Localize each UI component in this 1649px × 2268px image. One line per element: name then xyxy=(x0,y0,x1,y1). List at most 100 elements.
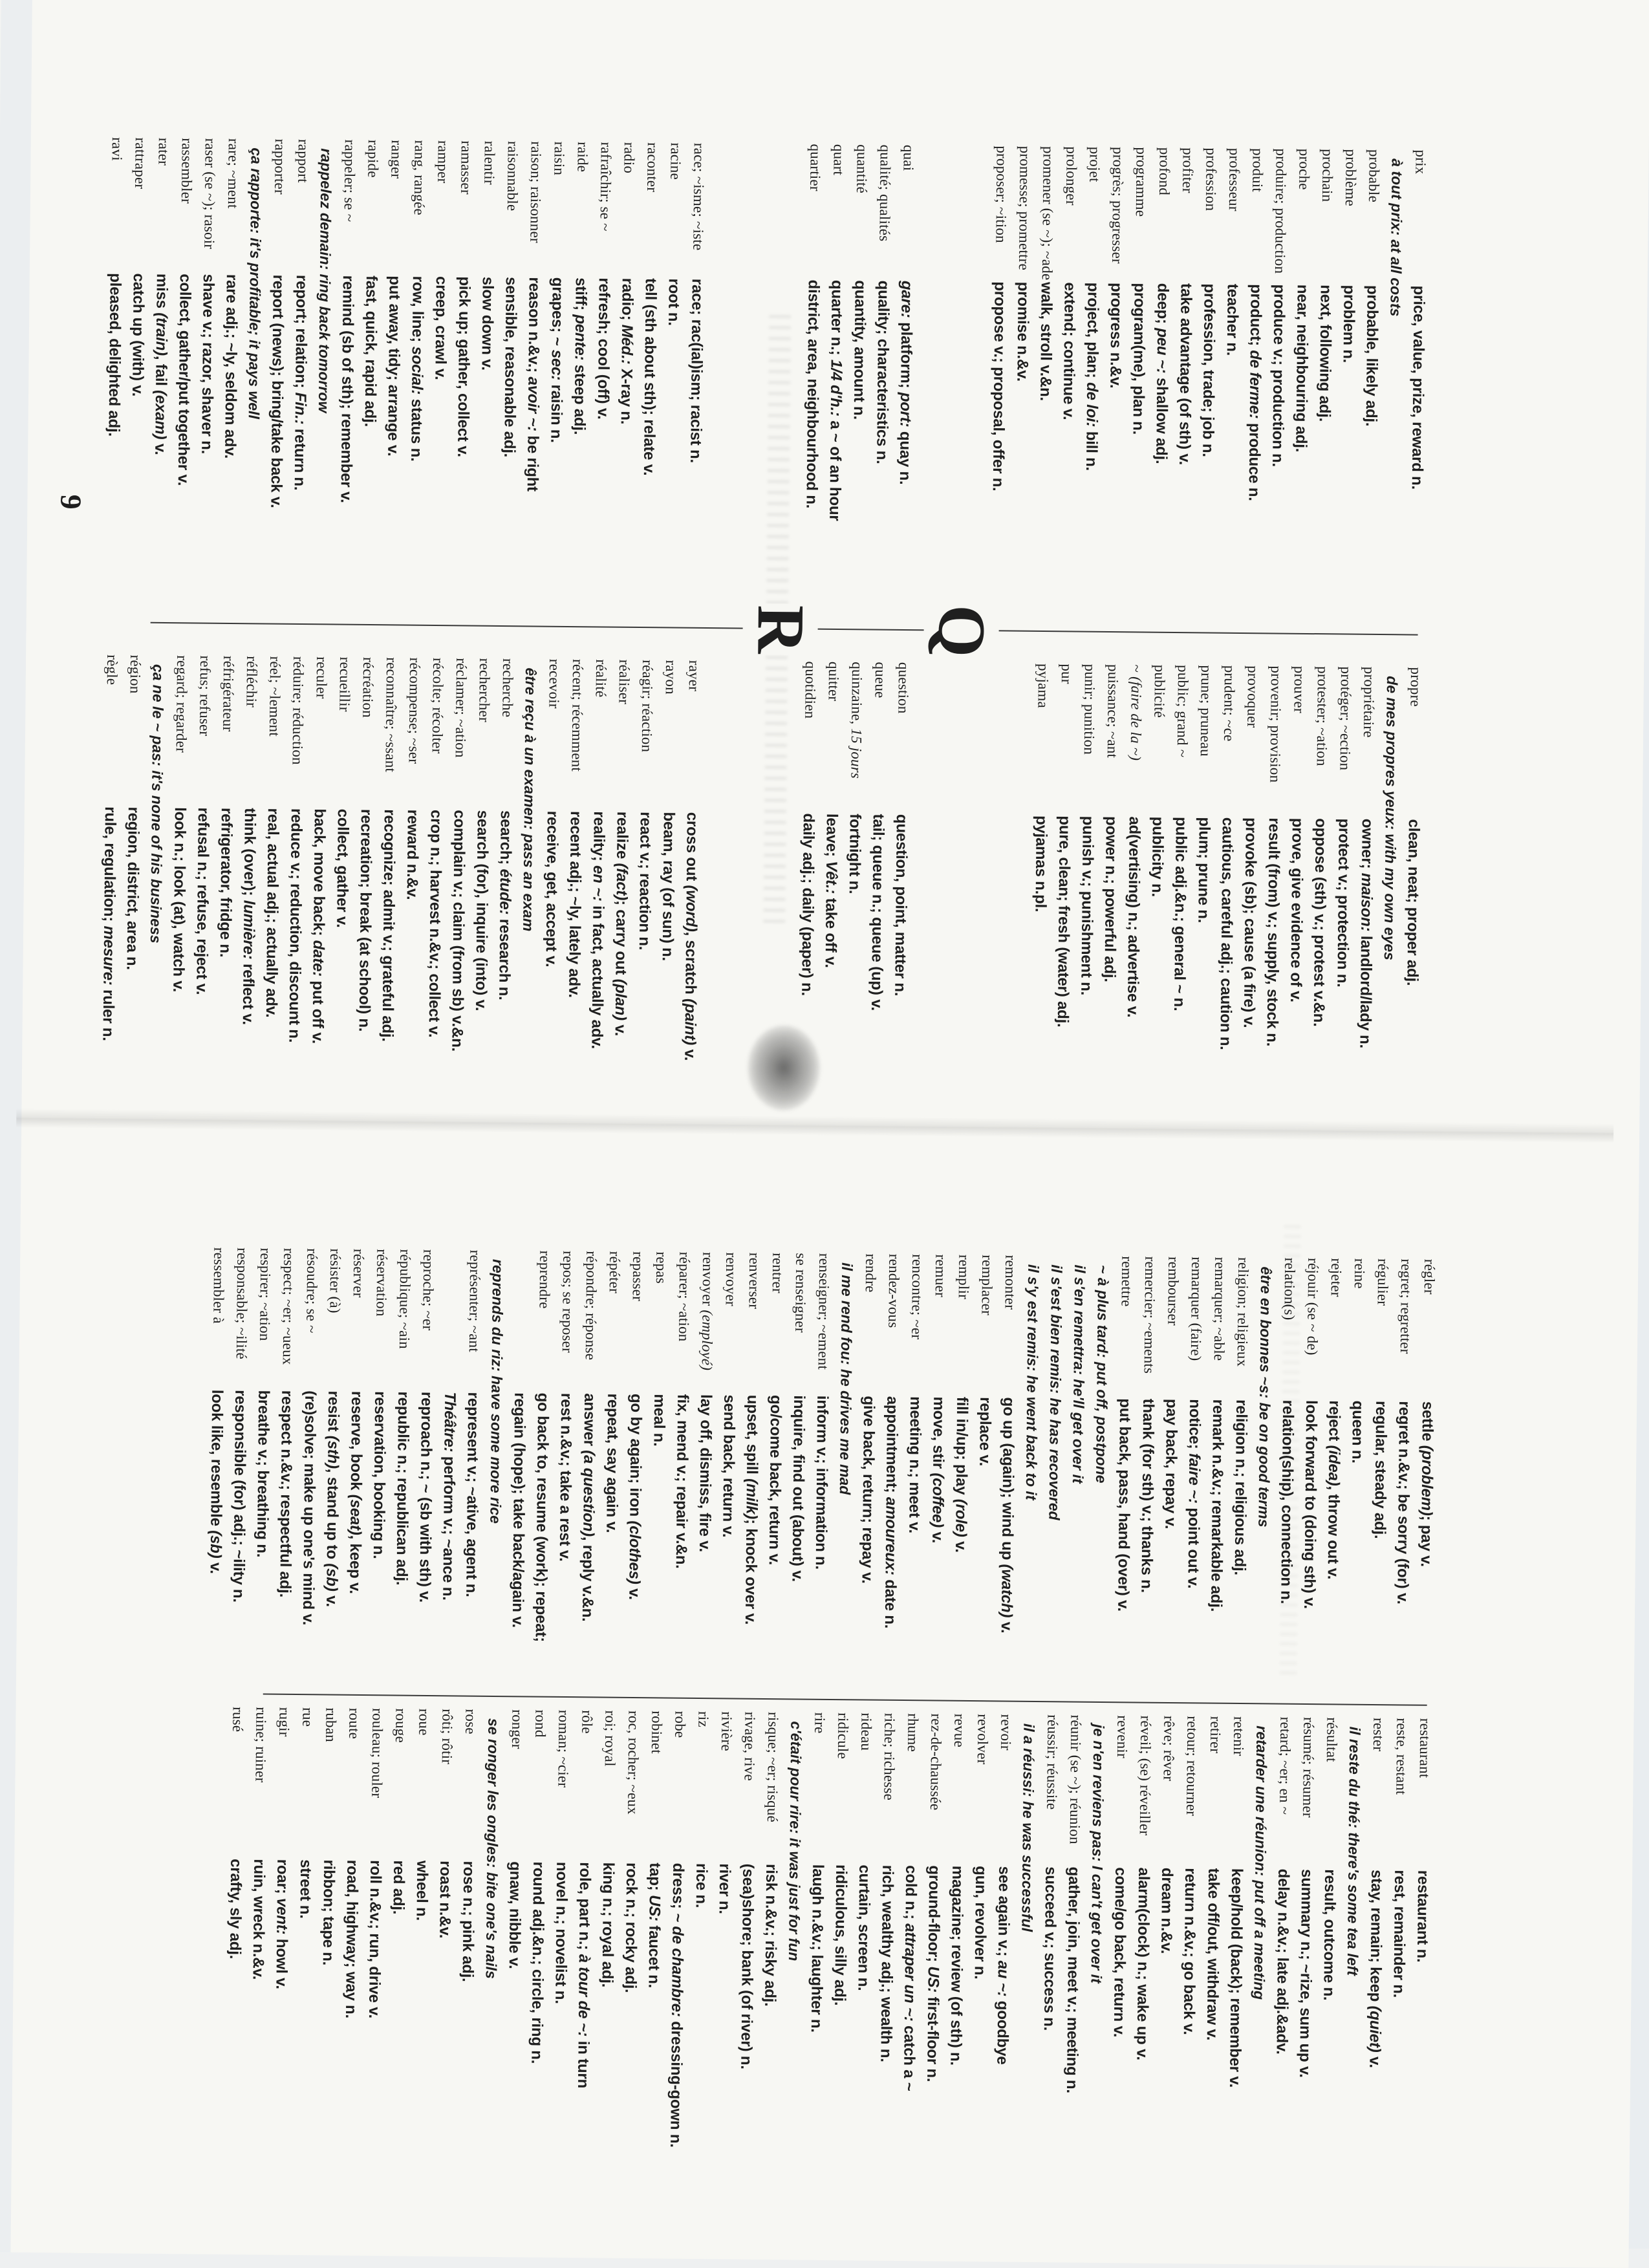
english-translation: go by again; iron (clothes) v. xyxy=(625,1393,645,1601)
english-translation: crop n.; harvest n.&v.; collect v. xyxy=(425,809,445,1038)
english-translation: inquire, find out (about) v. xyxy=(788,1395,808,1582)
english-translation: real, actual adj.; actually adv. xyxy=(262,808,282,1018)
english-translation: inform v.; information n. xyxy=(812,1395,832,1570)
english-translation: ad(vertising) n.; advertise v. xyxy=(1123,816,1143,1018)
french-headword: remarquer; ~able xyxy=(1211,1257,1229,1361)
french-headword: proposer; ~ition xyxy=(993,146,1010,243)
french-headword: prix xyxy=(1412,149,1429,175)
english-translation: report (news); bring/take back v. xyxy=(267,274,287,508)
french-headword: retenir xyxy=(1230,1716,1247,1756)
english-translation: go back to, resume (work); repeat; xyxy=(532,1392,552,1643)
french-headword: propre xyxy=(1407,667,1425,707)
english-translation: crafty, sly adj. xyxy=(226,1859,245,1960)
french-headword: résoudre; se ~ xyxy=(303,1248,321,1334)
french-headword: se renseigner xyxy=(792,1253,810,1333)
french-headword: renvoyer xyxy=(722,1252,740,1306)
english-translation: put away, tidy; arrange v. xyxy=(384,275,404,457)
english-translation: collect, gather v. xyxy=(333,808,352,928)
french-headword: rayer xyxy=(685,660,703,692)
usage-example: c'était pour rire: it was just for fun xyxy=(785,1721,805,1961)
french-headword: réveil; (se) réveiller xyxy=(1136,1715,1154,1836)
french-headword: rappeler; se ~ xyxy=(341,139,358,222)
english-translation: wheel n. xyxy=(413,1860,431,1921)
english-translation: progress n.&v. xyxy=(1106,282,1125,389)
french-headword: reine xyxy=(1351,1258,1368,1289)
english-translation: catch up (with) v. xyxy=(129,273,147,397)
french-headword: prudent; ~ce xyxy=(1220,665,1238,742)
english-translation: give back, return; repay v. xyxy=(858,1396,878,1584)
french-headword: rôti; rôtir xyxy=(438,1709,456,1765)
english-translation: roar; vent: howl v. xyxy=(272,1859,292,1990)
french-headword: problème xyxy=(1342,149,1359,207)
english-translation: grapes; ~ sec: raisin n. xyxy=(547,277,566,443)
french-headword: professeur xyxy=(1225,147,1243,211)
french-headword: rassembler xyxy=(178,138,195,204)
french-headword: ramper xyxy=(435,140,451,184)
french-headword: rencontre; ~er xyxy=(909,1254,926,1340)
english-translation: walk, stroll v.&n. xyxy=(1037,281,1055,402)
english-translation: result (from) v.; supply, stock n. xyxy=(1263,817,1283,1047)
english-translation: rule, regulation; mesure: ruler n. xyxy=(99,806,119,1041)
french-headword: réagir; réaction xyxy=(638,660,656,753)
english-translation: program(me), plan n. xyxy=(1129,283,1148,435)
english-translation: see again v.; au ~: goodbye xyxy=(993,1866,1013,2065)
english-translation: represent v.; ~ative, agent n. xyxy=(462,1392,482,1597)
french-headword: prochain xyxy=(1319,149,1336,202)
french-headword: robinet xyxy=(648,1711,665,1755)
french-headword: prolonger xyxy=(1062,146,1080,206)
english-translation: slow down v. xyxy=(478,276,497,371)
french-headword: renverser xyxy=(746,1252,763,1310)
french-headword: promener (se ~); ~ade xyxy=(1039,146,1057,281)
french-headword: quitter xyxy=(825,661,843,702)
french-headword: réaliser xyxy=(616,659,633,705)
french-headword: raisonnable xyxy=(504,141,521,211)
english-translation: gnaw, nibble v. xyxy=(505,1861,524,1969)
english-translation: round adj.&n.; circle, ring n. xyxy=(528,1861,548,2064)
english-translation: prove, give evidence of v. xyxy=(1287,817,1306,1003)
english-translation: problem n. xyxy=(1339,285,1358,363)
english-translation: fill in/up; play (role) v. xyxy=(951,1396,971,1553)
english-translation: look like, resemble (sb) v. xyxy=(206,1389,226,1574)
english-translation: row, line; social: status n. xyxy=(407,275,427,462)
french-headword: puissance; ~ant xyxy=(1104,664,1122,759)
english-translation: relation(ship), connection n. xyxy=(1277,1399,1297,1604)
usage-example: ~ à plus tard: put off, postpone xyxy=(1092,1264,1112,1484)
french-headword: progrès; progresser xyxy=(1109,146,1126,264)
french-headword: publicité xyxy=(1151,664,1169,718)
english-translation: pure, clean; fresh (water) adj. xyxy=(1053,815,1073,1028)
french-headword: produire; production xyxy=(1271,148,1289,274)
section-gap xyxy=(707,143,801,144)
english-translation: cold n.; attraper un ~: catch a ~ xyxy=(900,1865,920,2091)
english-translation: take advantage (of sth) v. xyxy=(1176,283,1195,466)
french-headword: réservation xyxy=(373,1249,391,1317)
french-headword: ressembler à xyxy=(210,1247,228,1324)
english-translation: refresh; cool (off) v. xyxy=(594,277,613,420)
english-translation: pay back, repay v. xyxy=(1161,1398,1181,1529)
english-translation: clean, neat; proper adj. xyxy=(1403,819,1423,986)
french-headword: rentrer xyxy=(769,1253,786,1293)
english-translation: meal n. xyxy=(650,1394,669,1447)
english-translation: queen n. xyxy=(1348,1400,1367,1463)
french-headword: ralentir xyxy=(481,140,498,185)
french-headword: ridicule xyxy=(834,1712,852,1760)
english-translation: tail; queue n.; queue (up) v. xyxy=(867,814,887,1011)
usage-example: il s'y est remis: he went back to it xyxy=(1022,1264,1042,1500)
english-translation: reason n.&v.; avoir ~: be right xyxy=(523,277,543,492)
english-translation: dream n.&v. xyxy=(1157,1867,1176,1954)
english-translation: stiff; pente: steep adj. xyxy=(570,277,590,435)
french-headword: rang, rangée xyxy=(411,140,428,215)
english-translation: regular, steady adj. xyxy=(1371,1400,1390,1539)
english-translation: recent adj.; ~ly, lately adv. xyxy=(565,810,585,999)
french-headword: robe xyxy=(672,1711,689,1738)
page-gutter-shadow xyxy=(16,1108,1614,1143)
french-headword: réunir (se ~); réunion xyxy=(1066,1714,1084,1844)
english-translation: quality; characteristics n. xyxy=(873,280,892,464)
english-translation: fast, quick, rapid adj. xyxy=(361,275,380,427)
english-translation: curtain, screen n. xyxy=(854,1864,874,1991)
french-headword: rafraîchir; se ~ xyxy=(597,142,614,232)
english-translation: district, area, neighbourhood n. xyxy=(803,279,823,509)
french-headword: probable xyxy=(1365,149,1383,203)
english-translation: reservation, booking n. xyxy=(369,1391,389,1559)
french-headword: repas xyxy=(652,1251,670,1284)
english-translation: radio; Méd.: X-ray n. xyxy=(617,277,636,425)
